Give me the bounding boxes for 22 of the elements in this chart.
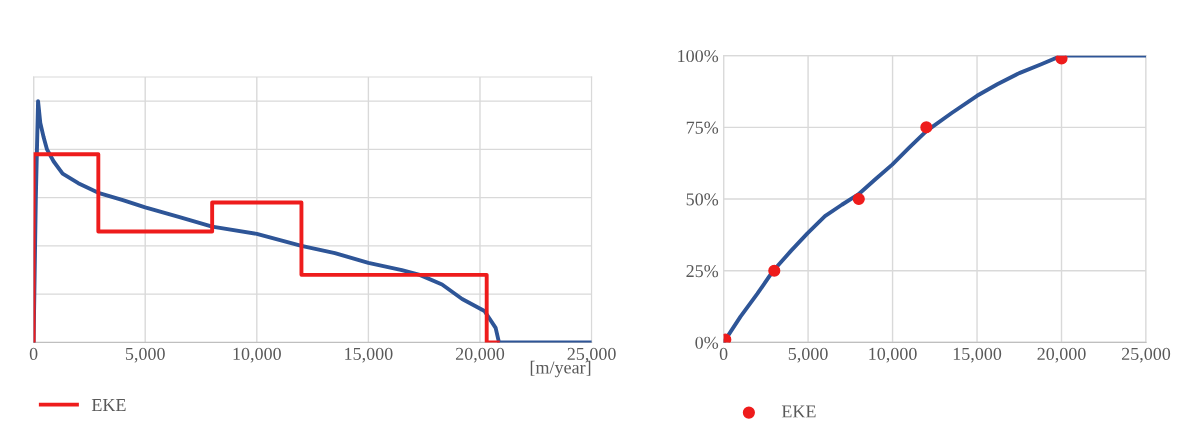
legend-label: EKE [781,405,816,418]
point [852,192,865,206]
x-tick-label: 20,000 [1037,347,1086,363]
x-tick-label: 5,000 [788,347,828,363]
x-tick-label: 10,000 [869,347,917,363]
x-tick-label: 15,000 [345,347,393,363]
legend-label: EKE [91,399,126,411]
point [1055,55,1068,65]
y-tick-label: 25% [686,264,719,278]
y-tick-label: 50% [686,193,719,206]
x-tick-label: 0 [29,347,38,360]
point [768,264,781,277]
x-tick-label: 15,000 [953,347,1002,363]
y-tick-label: 100% [678,49,719,63]
x-tick-label: 0 [719,347,728,360]
x-tick-label: 5,000 [125,347,165,363]
y-tick-label: 0% [695,336,719,349]
x-tick-label: 20,000 [455,347,505,363]
x-tick-label: 25,000 [1121,347,1171,363]
point [920,121,933,134]
x-tick-label: 10,000 [233,347,281,363]
y-tick-label: 75% [686,121,719,134]
